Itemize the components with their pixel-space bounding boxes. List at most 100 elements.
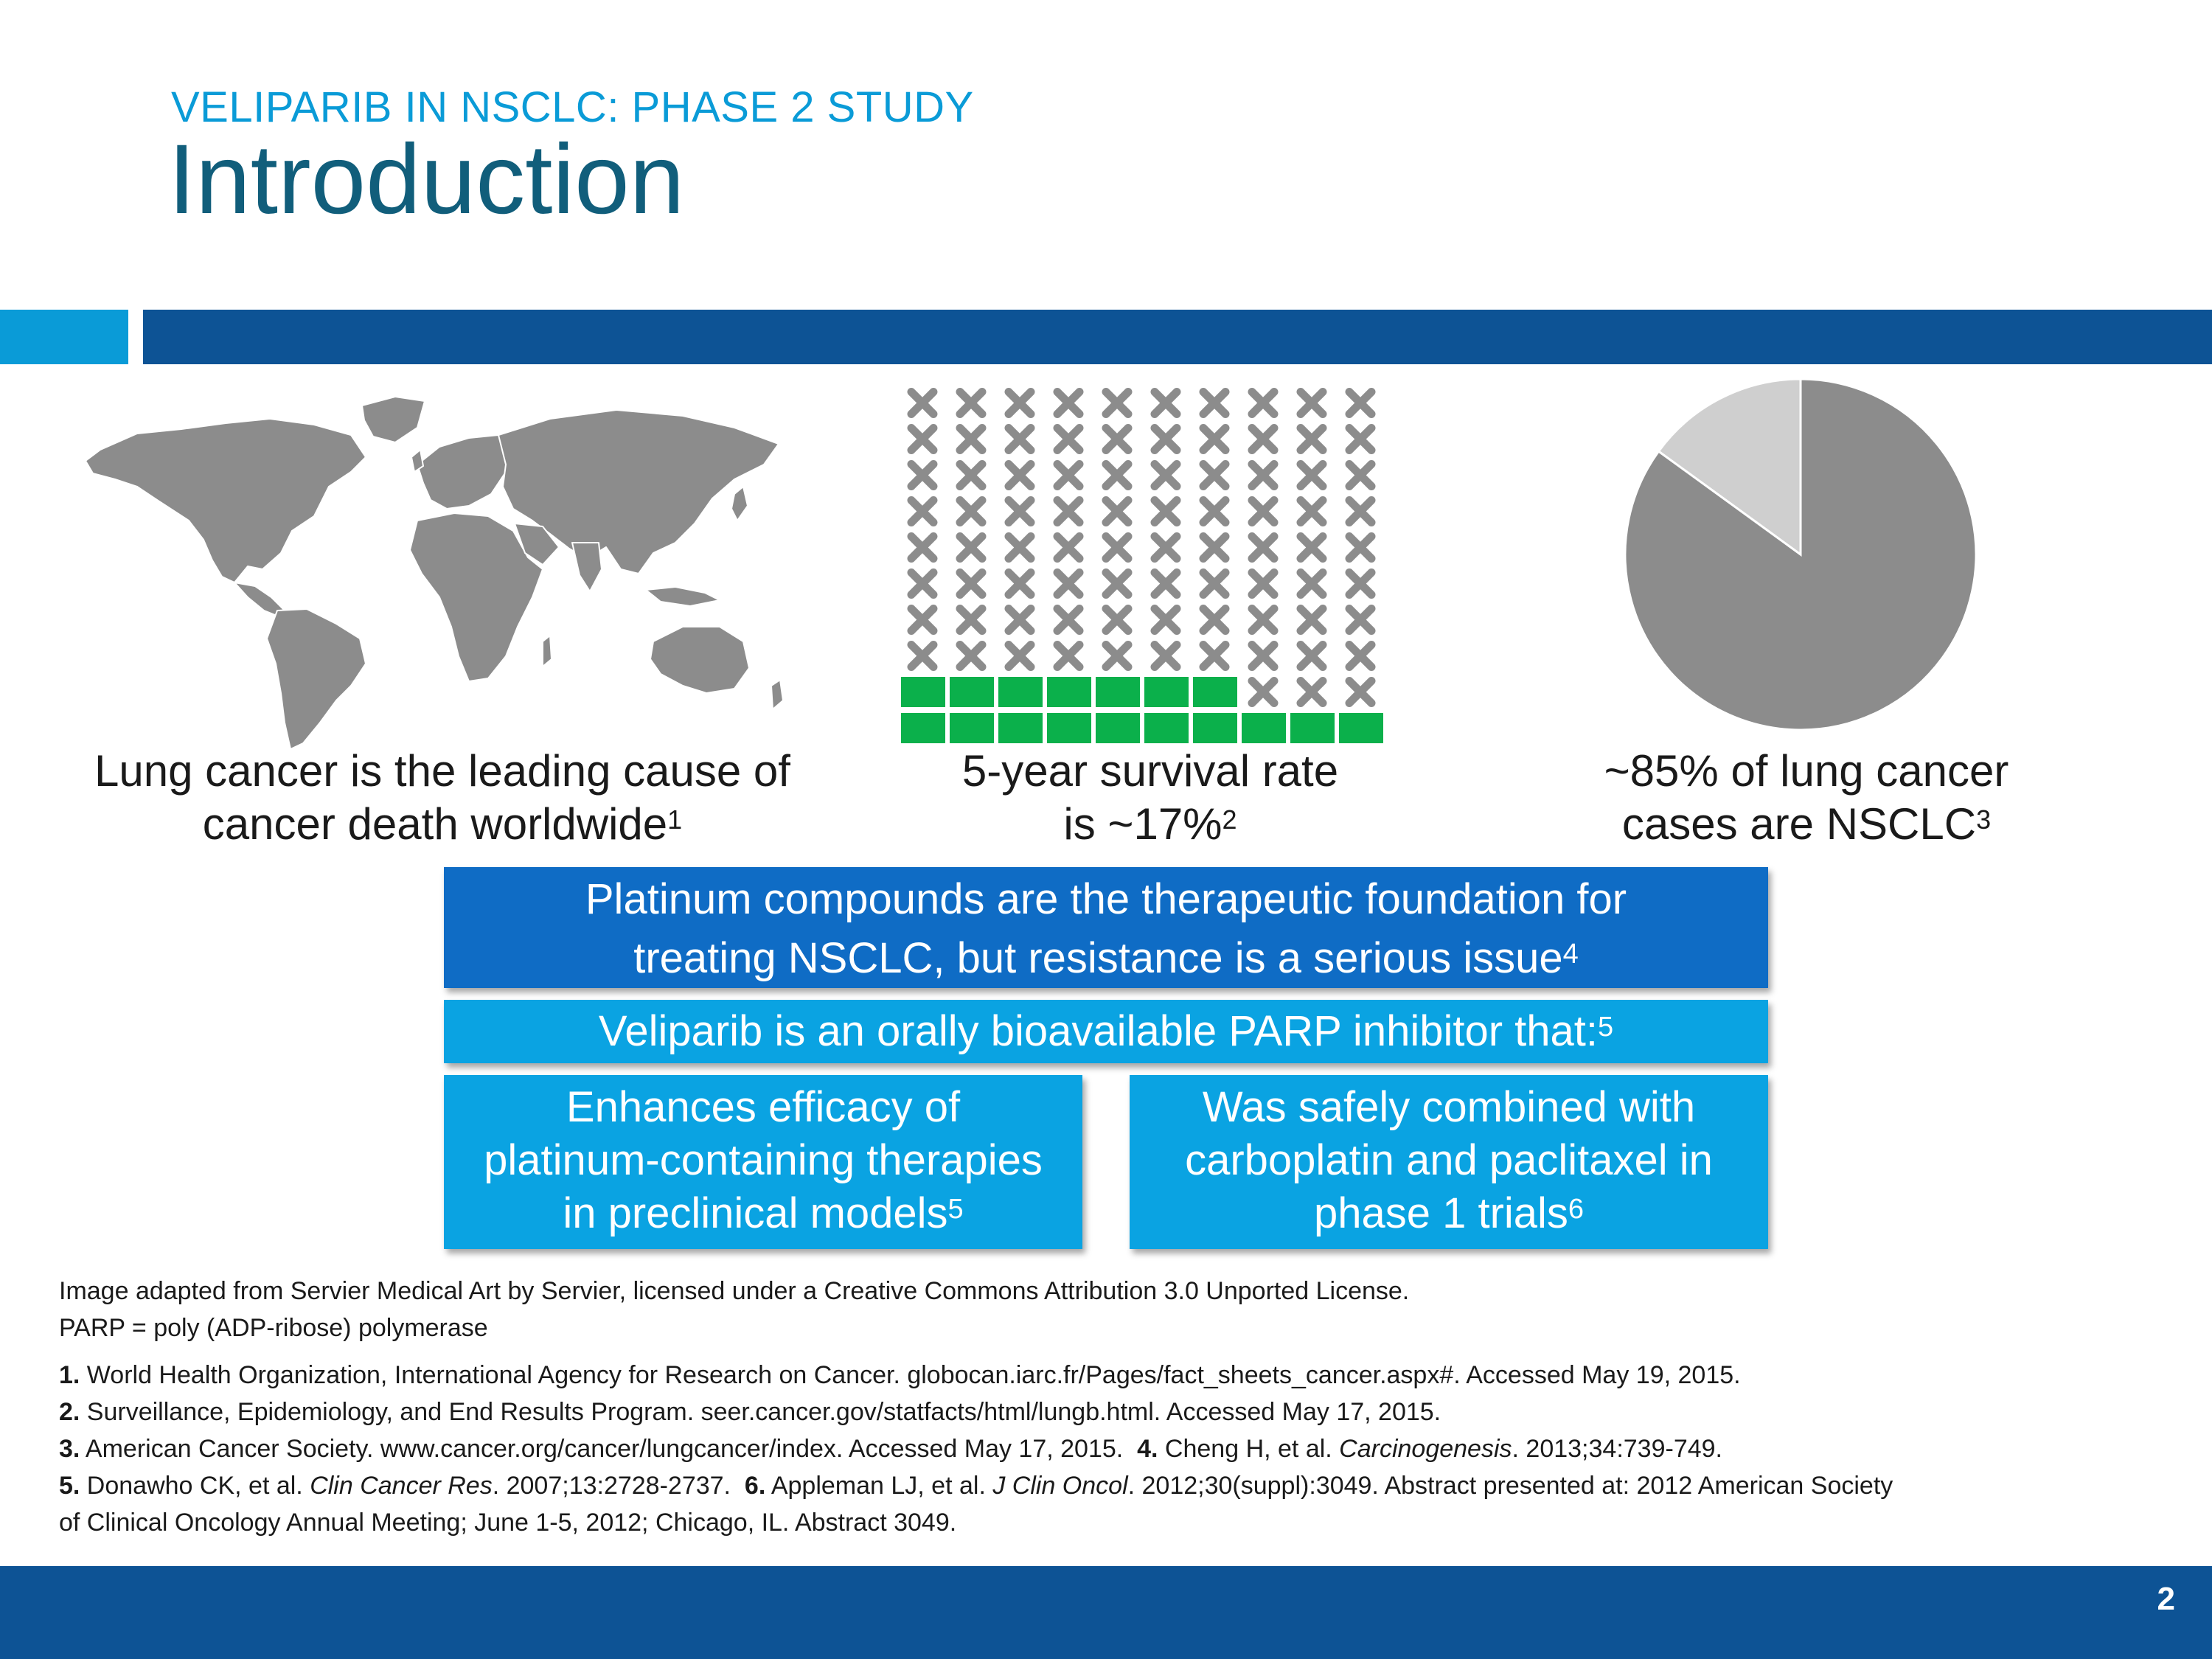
survivor-square — [1096, 677, 1140, 707]
page-number: 2 — [2157, 1581, 2175, 1617]
ref-superscript: 2 — [1222, 804, 1237, 835]
survivor-square — [901, 677, 945, 707]
nsclc-pie-chart — [1624, 378, 1978, 731]
nonsurvivor-cross-icon — [1345, 460, 1376, 490]
caption-line: is ~17%2 — [870, 798, 1430, 851]
india-shape — [571, 542, 602, 592]
caption-nsclc-share: ~85% of lung cancer cases are NSCLC3 — [1526, 745, 2087, 851]
nonsurvivor-cross-icon — [1296, 605, 1327, 635]
nonsurvivor-cross-icon — [1345, 424, 1376, 454]
nonsurvivor-cross-icon — [1248, 532, 1279, 563]
nonsurvivor-cross-icon — [1053, 605, 1084, 635]
header-bar — [143, 310, 2212, 364]
ref-text: World Health Organization, International… — [80, 1361, 1741, 1389]
nonsurvivor-cross-icon — [1004, 424, 1035, 454]
nonsurvivor-cross-icon — [1004, 460, 1035, 490]
ref-number: 3. — [59, 1435, 80, 1463]
nonsurvivor-cross-icon — [1345, 677, 1376, 707]
new-zealand-shape — [771, 679, 784, 710]
nonsurvivor-cross-icon — [1150, 388, 1181, 418]
nonsurvivor-cross-icon — [1199, 424, 1230, 454]
nonsurvivor-cross-icon — [1296, 496, 1327, 526]
asia-shape — [498, 409, 779, 574]
nonsurvivor-cross-icon — [1345, 532, 1376, 563]
nonsurvivor-cross-icon — [1248, 388, 1279, 418]
ref-text: . 2007;13:2728-2737. — [492, 1472, 745, 1500]
ref-text: Cheng H, et al. — [1158, 1435, 1340, 1463]
ref-number: 2. — [59, 1398, 80, 1426]
caption-text: cancer death worldwide — [202, 799, 668, 849]
nonsurvivor-cross-icon — [1296, 460, 1327, 490]
ref-superscript: 5 — [947, 1194, 964, 1225]
pie-slice-nsclc — [1624, 378, 1978, 731]
box-line: treating NSCLC, but resistance is a seri… — [444, 929, 1768, 988]
nonsurvivor-cross-icon — [1248, 677, 1279, 707]
nonsurvivor-cross-icon — [1053, 568, 1084, 599]
nonsurvivor-cross-icon — [1102, 388, 1133, 418]
nonsurvivor-cross-icon — [1102, 424, 1133, 454]
header-accent-bar — [0, 310, 128, 364]
box-text: in preclinical models — [563, 1189, 948, 1237]
madagascar-shape — [542, 635, 552, 667]
pie-slice-other — [1657, 378, 1802, 557]
ref-journal: J Clin Oncol — [992, 1472, 1128, 1500]
ref-text: American Cancer Society. www.cancer.org/… — [80, 1435, 1138, 1463]
nonsurvivor-cross-icon — [1345, 496, 1376, 526]
nonsurvivor-cross-icon — [1248, 460, 1279, 490]
survivor-square — [1193, 713, 1237, 743]
survivor-square — [1144, 677, 1189, 707]
nonsurvivor-cross-icon — [1004, 568, 1035, 599]
slide-notes: Image adapted from Servier Medical Art b… — [59, 1273, 1409, 1346]
nonsurvivor-cross-icon — [1296, 677, 1327, 707]
nonsurvivor-cross-icon — [907, 568, 938, 599]
reference-1: 1. World Health Organization, Internatio… — [59, 1357, 1893, 1394]
safely-combined-box: Was safely combined with carboplatin and… — [1130, 1075, 1768, 1249]
abbreviation-note: PARP = poly (ADP-ribose) polymerase — [59, 1314, 488, 1342]
nonsurvivor-cross-icon — [1004, 532, 1035, 563]
box-text: phase 1 trials — [1313, 1189, 1568, 1237]
survivor-square — [1193, 677, 1237, 707]
nonsurvivor-cross-icon — [956, 424, 987, 454]
nonsurvivor-cross-icon — [1102, 532, 1133, 563]
ref-superscript: 4 — [1562, 939, 1579, 970]
nonsurvivor-cross-icon — [1053, 424, 1084, 454]
nonsurvivor-cross-icon — [1199, 605, 1230, 635]
box-line: Enhances efficacy of — [566, 1083, 961, 1131]
japan-shape — [731, 486, 748, 521]
nonsurvivor-cross-icon — [956, 388, 987, 418]
ref-number: 6. — [744, 1472, 766, 1500]
survivor-square — [998, 713, 1043, 743]
caption-line: 5-year survival rate — [961, 746, 1339, 796]
arabia-shape — [514, 523, 560, 566]
box-text: treating NSCLC, but resistance is a seri… — [633, 934, 1563, 982]
nonsurvivor-cross-icon — [956, 532, 987, 563]
nonsurvivor-cross-icon — [1053, 388, 1084, 418]
box-text: Veliparib is an orally bioavailable PARP… — [598, 1007, 1599, 1055]
nonsurvivor-cross-icon — [1004, 605, 1035, 635]
references: 1. World Health Organization, Internatio… — [59, 1357, 1893, 1541]
ref-text: Surveillance, Epidemiology, and End Resu… — [80, 1398, 1441, 1426]
nonsurvivor-cross-icon — [1248, 424, 1279, 454]
survivor-square — [998, 677, 1043, 707]
nonsurvivor-cross-icon — [1053, 532, 1084, 563]
nonsurvivor-cross-icon — [1296, 641, 1327, 671]
nonsurvivor-cross-icon — [1199, 641, 1230, 671]
nonsurvivor-cross-icon — [1248, 641, 1279, 671]
survivor-square — [1339, 713, 1383, 743]
caption-line: cancer death worldwide1 — [44, 798, 841, 851]
nonsurvivor-cross-icon — [1296, 568, 1327, 599]
nonsurvivor-cross-icon — [1150, 605, 1181, 635]
nonsurvivor-cross-icon — [1345, 568, 1376, 599]
nonsurvivor-cross-icon — [956, 496, 987, 526]
caption-text: cases are NSCLC — [1621, 799, 1977, 849]
nonsurvivor-cross-icon — [907, 424, 938, 454]
greenland-shape — [361, 396, 425, 443]
nonsurvivor-cross-icon — [1296, 424, 1327, 454]
box-line: Was safely combined with — [1202, 1083, 1696, 1131]
nonsurvivor-cross-icon — [1150, 532, 1181, 563]
nonsurvivor-cross-icon — [1004, 641, 1035, 671]
australia-shape — [650, 626, 750, 694]
survivor-square — [1047, 713, 1091, 743]
nonsurvivor-cross-icon — [1150, 641, 1181, 671]
ref-text: Donawho CK, et al. — [80, 1472, 310, 1500]
